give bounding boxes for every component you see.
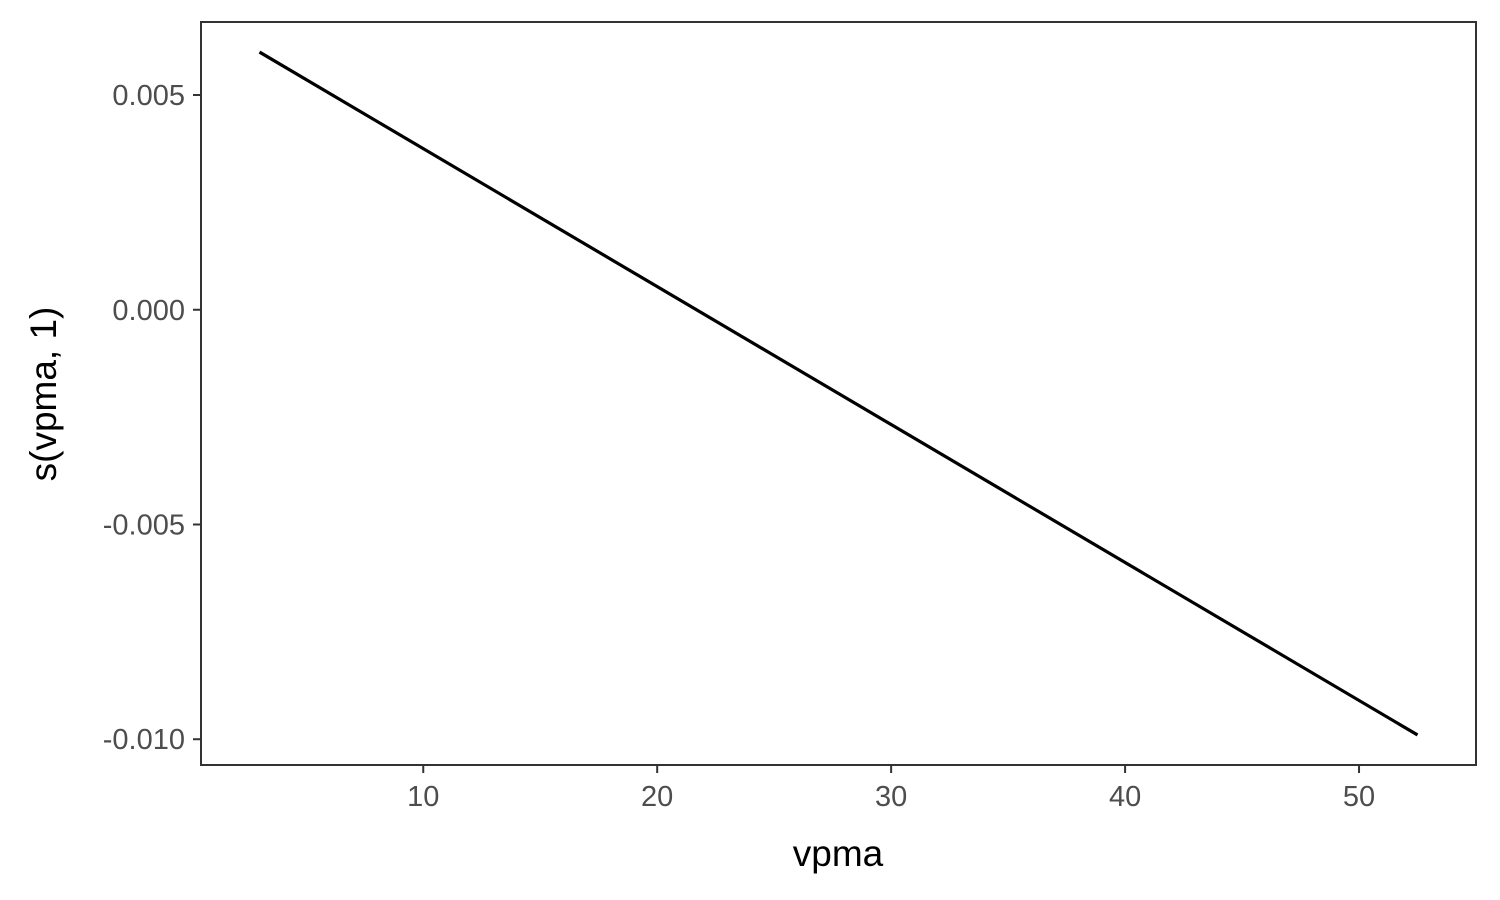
panel-border [200, 21, 1477, 766]
x-tick-label-40: 40 [1109, 781, 1141, 813]
y-tick-label-0.000: 0.000 [112, 295, 185, 327]
series-layer [258, 50, 1419, 737]
y-tick-label-0.005: 0.005 [112, 80, 185, 112]
y-axis: 0.005 0.000 -0.005 -0.010 [103, 80, 201, 756]
x-axis-title: vpma [793, 833, 884, 874]
series-line-0 [258, 50, 1419, 737]
x-tick-label-10: 10 [407, 781, 439, 813]
x-tick-label-30: 30 [875, 781, 907, 813]
y-tick-label--0.010: -0.010 [103, 724, 185, 756]
y-tick-label--0.005: -0.005 [103, 509, 185, 541]
y-axis-title: s(vpma, 1) [23, 307, 64, 482]
x-tick-label-50: 50 [1343, 781, 1375, 813]
x-axis: 10 20 30 40 50 [407, 765, 1375, 813]
x-tick-label-20: 20 [641, 781, 673, 813]
